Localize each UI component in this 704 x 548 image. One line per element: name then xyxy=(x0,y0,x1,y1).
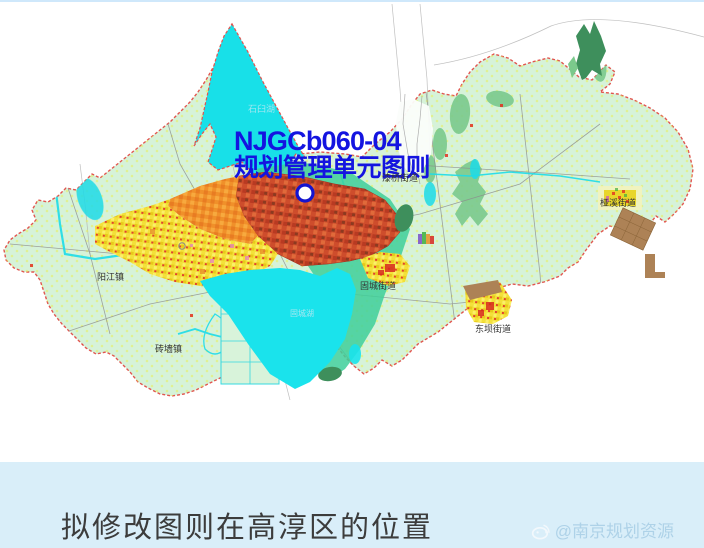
svg-text:东坝街道: 东坝街道 xyxy=(475,323,511,334)
svg-text:阳江镇: 阳江镇 xyxy=(97,271,124,282)
svg-text:固城湖: 固城湖 xyxy=(290,309,314,318)
svg-text:NJGCb060-04: NJGCb060-04 xyxy=(234,126,402,156)
svg-text:桠溪街道: 桠溪街道 xyxy=(600,197,636,208)
svg-text:砖墙镇: 砖墙镇 xyxy=(155,343,182,354)
svg-text:固城街道: 固城街道 xyxy=(360,280,396,291)
svg-text:石臼湖: 石臼湖 xyxy=(248,103,275,114)
svg-text:漆桥街道: 漆桥街道 xyxy=(382,172,418,183)
